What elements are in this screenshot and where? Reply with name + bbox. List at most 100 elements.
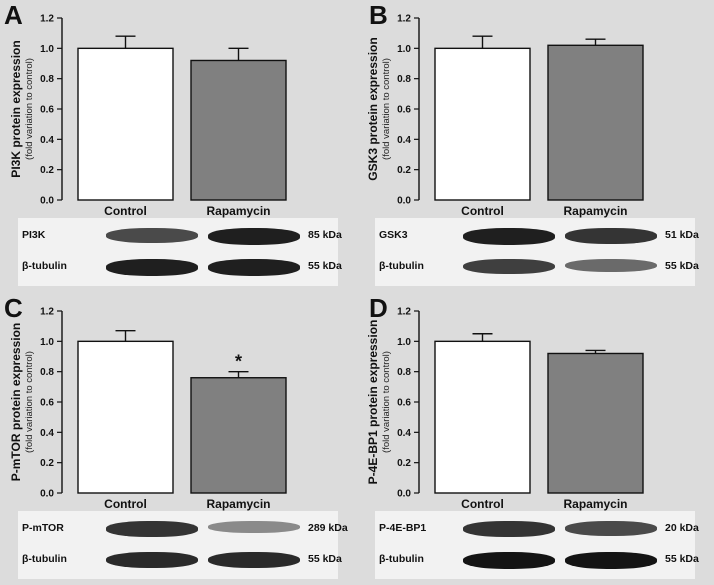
bar xyxy=(434,47,531,201)
significance-marker: * xyxy=(235,352,242,372)
category-label: Rapamycin xyxy=(563,204,627,218)
y-axis-label: P-4E-BP1 protein expression xyxy=(366,320,380,485)
y-tick-label: 0.4 xyxy=(40,428,54,439)
blot-band xyxy=(106,521,198,537)
category-label: Rapamycin xyxy=(563,497,627,511)
bar xyxy=(434,340,531,494)
blot-band xyxy=(208,521,300,534)
y-tick-label: 0.4 xyxy=(397,135,411,146)
y-tick-label: 1.2 xyxy=(397,307,411,318)
y-tick-label: 0.2 xyxy=(397,458,411,469)
blot-kda-label: 55 kDa xyxy=(308,553,342,565)
blot-kda-label: 85 kDa xyxy=(308,229,342,241)
blot-band xyxy=(463,228,555,245)
y-tick-label: 0.6 xyxy=(40,105,54,116)
y-tick-label: 0.0 xyxy=(40,489,54,500)
panel-b: B 0.0 0.2 0.4 0.6 0.8 1.0 1.2 GSK3 protein expr… xyxy=(357,0,714,292)
y-tick-label: 0.2 xyxy=(40,458,54,469)
y-tick-label: 0.8 xyxy=(40,74,54,85)
blot-protein-label: GSK3 xyxy=(379,229,408,241)
blot-band xyxy=(463,521,555,537)
blot-band xyxy=(106,259,198,276)
blot-kda-label: 289 kDa xyxy=(308,522,348,534)
panel-c: C 0.0 0.2 0.4 0.6 0.8 1.0 1.2 P-mTOR protein ex… xyxy=(0,293,357,585)
blot-band xyxy=(565,552,657,569)
bar-chart: 0.0 0.2 0.4 0.6 0.8 1.0 1.2 P-mTOR protein expr… xyxy=(9,307,287,511)
blot-protein-label: P-4E-BP1 xyxy=(379,522,427,534)
category-label: Control xyxy=(104,497,147,511)
y-tick-label: 1.0 xyxy=(397,44,411,55)
blot-band xyxy=(463,259,555,275)
y-tick-label: 0.6 xyxy=(40,398,54,409)
y-tick-label: 0.2 xyxy=(40,165,54,176)
blot-band xyxy=(208,228,300,245)
blot-band xyxy=(463,552,555,569)
panel-label: C xyxy=(4,293,23,323)
bar xyxy=(190,59,287,201)
y-axis-label: PI3K protein expression xyxy=(9,40,23,177)
y-axis-label: P-mTOR protein expression xyxy=(9,323,23,481)
y-tick-label: 1.2 xyxy=(40,14,54,25)
y-tick-label: 1.2 xyxy=(40,307,54,318)
y-tick-label: 0.2 xyxy=(397,165,411,176)
y-tick-label: 0.6 xyxy=(397,105,411,116)
blot-kda-label: 55 kDa xyxy=(665,260,699,272)
bar xyxy=(190,377,287,494)
blot-band xyxy=(565,259,657,273)
y-tick-label: 0.8 xyxy=(397,74,411,85)
y-tick-label: 0.8 xyxy=(40,367,54,378)
blot-band xyxy=(565,228,657,244)
panel-d: D 0.0 0.2 0.4 0.6 0.8 1.0 1.2 P-4E-BP1 protein … xyxy=(357,293,714,585)
y-tick-label: 1.0 xyxy=(397,337,411,348)
category-label: Rapamycin xyxy=(206,497,270,511)
y-tick-label: 0.0 xyxy=(40,196,54,207)
blot-band xyxy=(106,552,198,569)
y-tick-label: 0.8 xyxy=(397,367,411,378)
blot-band xyxy=(106,228,198,243)
western-blot: GSK3 51 kDa β-tubulin 55 kDa xyxy=(375,218,699,286)
y-tick-label: 0.4 xyxy=(397,428,411,439)
bar-chart: 0.0 0.2 0.4 0.6 0.8 1.0 1.2 P-4E-BP1 protein ex… xyxy=(366,307,644,511)
bar-chart: 0.0 0.2 0.4 0.6 0.8 1.0 1.2 GSK3 protein expres… xyxy=(366,14,644,218)
y-axis-sublabel: (fold variation to control) xyxy=(381,351,392,453)
category-label: Rapamycin xyxy=(206,204,270,218)
blot-protein-label: β-tubulin xyxy=(379,260,424,272)
panel-a: A 0.0 0.2 0.4 0.6 0.8 1.0 1.2 PI3K protein expr… xyxy=(0,0,357,292)
blot-protein-label: PI3K xyxy=(22,229,46,241)
y-tick-label: 1.0 xyxy=(40,44,54,55)
y-tick-label: 0.0 xyxy=(397,489,411,500)
blot-protein-label: P-mTOR xyxy=(22,522,64,534)
category-label: Control xyxy=(461,497,504,511)
blot-band xyxy=(565,521,657,536)
western-blot: P-4E-BP1 20 kDa β-tubulin 55 kDa xyxy=(375,511,699,579)
bar xyxy=(77,47,174,201)
bar-chart: 0.0 0.2 0.4 0.6 0.8 1.0 1.2 PI3K protein expres… xyxy=(9,14,287,218)
bar xyxy=(77,340,174,494)
blot-kda-label: 20 kDa xyxy=(665,522,699,534)
y-tick-label: 0.0 xyxy=(397,196,411,207)
blot-protein-label: β-tubulin xyxy=(22,260,67,272)
y-tick-label: 1.0 xyxy=(40,337,54,348)
y-tick-label: 0.4 xyxy=(40,135,54,146)
blot-kda-label: 55 kDa xyxy=(665,553,699,565)
y-tick-label: 1.2 xyxy=(397,14,411,25)
category-label: Control xyxy=(461,204,504,218)
blot-protein-label: β-tubulin xyxy=(379,553,424,565)
western-blot: PI3K 85 kDa β-tubulin 55 kDa xyxy=(18,218,342,286)
y-axis-sublabel: (fold variation to control) xyxy=(24,58,35,160)
bar xyxy=(547,44,644,201)
western-blot: P-mTOR 289 kDa β-tubulin 55 kDa xyxy=(18,511,348,579)
y-axis-label: GSK3 protein expression xyxy=(366,37,380,180)
y-axis-sublabel: (fold variation to control) xyxy=(381,58,392,160)
category-label: Control xyxy=(104,204,147,218)
bar xyxy=(547,352,644,494)
panel-label: B xyxy=(369,0,388,30)
panel-label: D xyxy=(369,293,388,323)
blot-protein-label: β-tubulin xyxy=(22,553,67,565)
y-axis-sublabel: (fold variation to control) xyxy=(24,351,35,453)
y-tick-label: 0.6 xyxy=(397,398,411,409)
blot-band xyxy=(208,259,300,276)
blot-band xyxy=(208,552,300,569)
panel-label: A xyxy=(4,0,23,30)
blot-kda-label: 51 kDa xyxy=(665,229,699,241)
